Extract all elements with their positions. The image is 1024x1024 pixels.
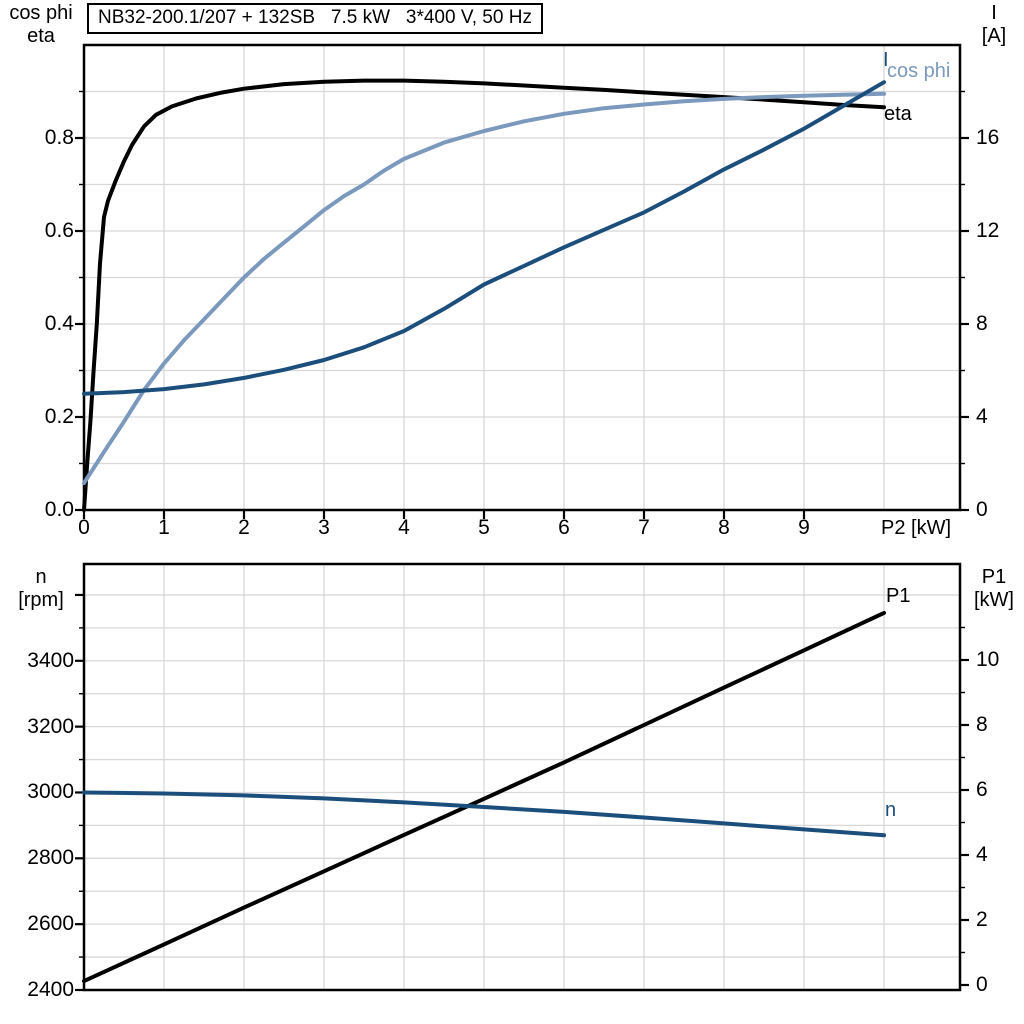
curve-cos-phi xyxy=(82,91,886,485)
curve-label-cos-phi: cos phi xyxy=(887,60,951,82)
axis-title-line: cos phi xyxy=(9,2,73,24)
tick-label: 1 xyxy=(158,516,170,539)
tick-label: 0.0 xyxy=(44,498,74,521)
axis-title-line: [kW] xyxy=(974,589,1014,611)
axis-title-line: P1 xyxy=(981,566,1007,588)
top-left-axis-title: cos phi eta xyxy=(0,2,82,48)
tick-label: 3000 xyxy=(27,780,74,804)
axis-title-line: n xyxy=(35,566,47,588)
axis-title-line: [A] xyxy=(981,25,1007,47)
tick-label: 8 xyxy=(976,312,988,335)
axis-title-line: I xyxy=(991,2,997,24)
tick-label: 12 xyxy=(976,219,1000,242)
tick-label: 16 xyxy=(976,126,1000,149)
tick-label: 10 xyxy=(976,648,1000,671)
tick-label: 0 xyxy=(78,516,90,539)
tick-label: 8 xyxy=(718,516,730,539)
curve-P1 xyxy=(82,610,886,984)
tick-label: 4 xyxy=(976,405,988,428)
curve-label-current: I xyxy=(883,49,889,71)
curve-n xyxy=(82,790,886,838)
bottom-left-axis-title: n [rpm] xyxy=(2,566,80,612)
curve-label-p1: P1 xyxy=(886,585,911,607)
axis-title-line: eta xyxy=(27,25,55,47)
plot-frame xyxy=(82,562,962,992)
tick-label: 4 xyxy=(976,843,988,866)
tick-label: 0 xyxy=(976,498,988,521)
tick-label: 5 xyxy=(478,516,490,539)
bottom-right-axis-title: P1 [kW] xyxy=(966,566,1022,612)
x-axis-label: P2 [kW] xyxy=(881,517,952,539)
curve-eta xyxy=(82,78,886,512)
tick-label: 4 xyxy=(398,516,410,539)
tick-label: 0.6 xyxy=(44,219,74,242)
tick-label: 6 xyxy=(558,516,570,539)
tick-label: 2400 xyxy=(27,978,74,1001)
tick-label: 2800 xyxy=(27,846,74,870)
tick-label: 2 xyxy=(976,908,988,931)
curve-label-speed: n xyxy=(885,799,897,821)
curve-I xyxy=(82,80,886,396)
tick-label: 0.8 xyxy=(44,126,74,149)
top-right-axis-title: I [A] xyxy=(966,2,1022,48)
tick-label: 0 xyxy=(976,973,988,996)
tick-label: 2600 xyxy=(27,912,74,936)
tick-label: 3200 xyxy=(27,714,74,738)
tick-label: 8 xyxy=(976,713,988,736)
tick-label: 6 xyxy=(976,778,988,801)
curve-label-eta: eta xyxy=(884,103,912,125)
tick-label: 0.2 xyxy=(44,405,74,428)
chart-title: NB32-200.1/207 + 132SB 7.5 kW 3*400 V, 5… xyxy=(87,3,543,34)
axis-title-line: [rpm] xyxy=(18,589,64,611)
tick-label: 3 xyxy=(318,516,330,539)
tick-label: 3400 xyxy=(27,648,74,672)
tick-label: 7 xyxy=(638,516,650,539)
tick-label: 9 xyxy=(798,516,810,539)
tick-label: 0.4 xyxy=(44,312,74,335)
tick-label: 2 xyxy=(238,516,250,539)
